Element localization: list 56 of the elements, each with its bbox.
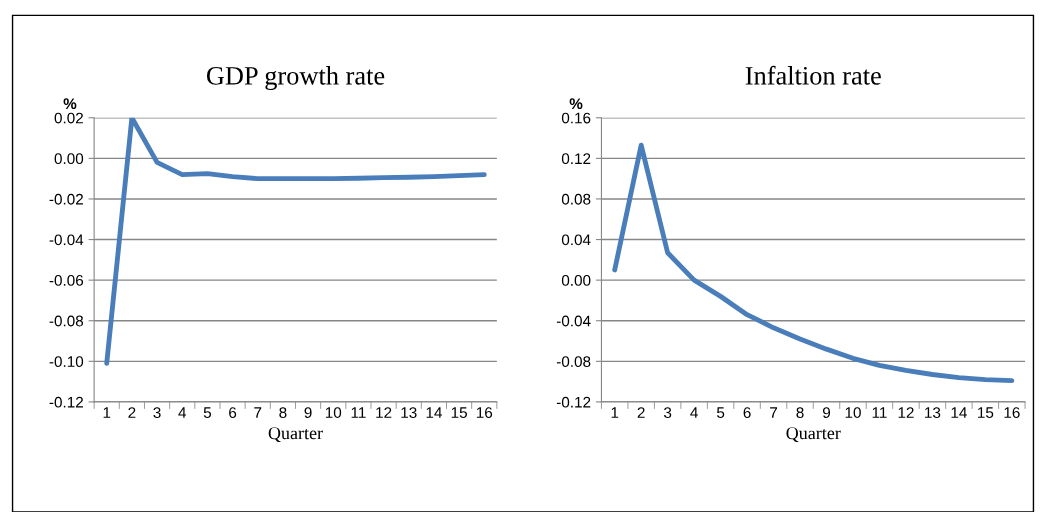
x-tick-label: 16	[476, 407, 493, 418]
x-tick-label: 14	[951, 407, 967, 418]
y-tick-label: -0.02	[49, 193, 83, 205]
y-tick-label: 0.02	[54, 112, 83, 124]
y-tick-label: -0.04	[556, 315, 591, 327]
y-tick-label: -0.06	[49, 275, 84, 286]
x-tick-label: 7	[254, 407, 262, 418]
x-tick-label: 7	[770, 407, 778, 418]
x-tick-label: 14	[426, 407, 442, 418]
y-tick-label: 0.12	[561, 153, 591, 165]
x-tick-label: 12	[376, 407, 392, 418]
y-tick-label: -0.04	[49, 234, 84, 246]
x-tick-label: 2	[128, 407, 136, 418]
x-tick-label: 13	[925, 407, 941, 418]
x-tick-label: 16	[1004, 407, 1020, 418]
y-tick-label: 0.08	[561, 193, 591, 205]
chart-title: Infaltion rate	[745, 65, 881, 85]
x-tick-label: 6	[229, 407, 237, 418]
x-tick-label: 15	[978, 407, 994, 418]
chart-title: GDP growth rate	[206, 66, 385, 91]
x-tick-label: 4	[178, 407, 187, 418]
x-tick-label: 12	[898, 407, 914, 418]
x-tick-label: 3	[663, 407, 672, 418]
y-axis-title: %	[569, 98, 583, 110]
line-series	[104, 117, 487, 366]
x-tick-label: 8	[796, 407, 804, 418]
x-tick-label: 2	[637, 407, 645, 418]
x-tick-label: 1	[103, 407, 111, 418]
x-axis-title: Quarter	[268, 427, 323, 443]
x-tick-label: 1	[611, 407, 619, 418]
x-tick-label: 4	[690, 407, 698, 418]
y-tick-label: -0.10	[49, 356, 84, 368]
y-tick-label: 0.04	[561, 234, 591, 246]
x-tick-label: 3	[153, 407, 161, 418]
y-tick-label: -0.08	[49, 315, 84, 327]
x-tick-label: 5	[203, 407, 212, 418]
x-tick-label: 9	[822, 407, 831, 418]
y-tick-label: 0.16	[561, 112, 591, 124]
x-tick-label: 11	[872, 407, 887, 418]
y-tick-label: -0.12	[49, 396, 83, 408]
y-axis-title: %	[63, 98, 77, 110]
y-tick-label: 0.00	[561, 275, 591, 286]
x-tick-label: 6	[743, 407, 751, 418]
x-tick-label: 13	[401, 407, 417, 418]
x-tick-label: 15	[451, 407, 467, 418]
x-tick-label: 10	[845, 407, 861, 418]
x-tick-label: 11	[351, 407, 366, 418]
x-tick-label: 8	[279, 407, 287, 418]
y-tick-label: -0.08	[556, 356, 591, 368]
y-tick-label: 0.00	[54, 153, 84, 165]
y-tick-label: -0.12	[556, 396, 591, 408]
x-tick-label: 5	[716, 407, 725, 418]
x-tick-label: 9	[304, 407, 312, 418]
x-tick-label: 10	[325, 407, 342, 418]
x-axis-title: Quarter	[786, 427, 841, 443]
line-series	[612, 142, 1015, 384]
